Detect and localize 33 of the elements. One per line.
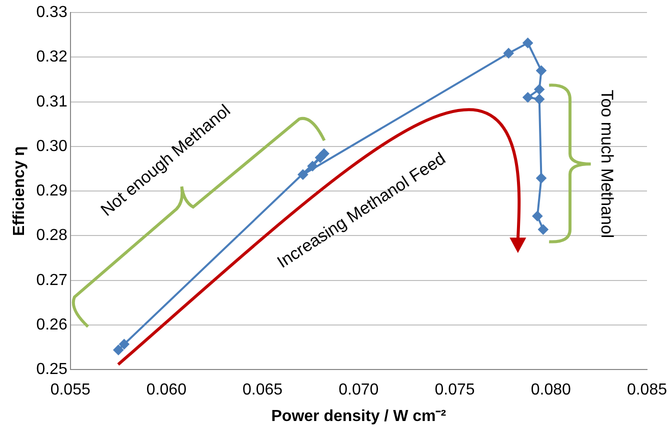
y-axis-title: Efficiency η xyxy=(11,146,28,236)
point xyxy=(308,161,318,172)
y-tick-label: 0.25 xyxy=(36,361,68,378)
x-tick-label: 0.055 xyxy=(50,382,90,399)
point xyxy=(538,224,548,234)
y-tick-label: 0.33 xyxy=(36,4,68,22)
point xyxy=(532,211,542,222)
point xyxy=(298,170,308,180)
point xyxy=(522,38,533,48)
point xyxy=(534,84,544,94)
x-tick-label: 0.080 xyxy=(530,382,571,399)
y-tick-label: 0.26 xyxy=(36,316,68,334)
x-tick-label: 0.070 xyxy=(338,382,379,399)
y-tick-label: 0.29 xyxy=(36,182,68,200)
point xyxy=(522,92,533,102)
point xyxy=(119,339,130,350)
x-axis-title: Power density / W cm⁻² xyxy=(271,408,446,425)
point xyxy=(536,66,546,76)
y-tick-label: 0.32 xyxy=(36,48,68,66)
point xyxy=(536,173,546,184)
point xyxy=(534,94,544,104)
x-tick-label: 0.075 xyxy=(434,382,475,399)
annotation: Too much Methanol xyxy=(598,90,617,238)
point xyxy=(315,152,326,163)
x-tick-label: 0.065 xyxy=(242,382,283,399)
point xyxy=(504,48,514,58)
x-tick-label: 0.060 xyxy=(146,382,187,399)
y-tick-label: 0.28 xyxy=(36,227,68,244)
point xyxy=(113,344,124,355)
y-tick-label: 0.31 xyxy=(36,93,68,110)
y-tick-label: 0.30 xyxy=(36,138,68,155)
y-tick-label: 0.27 xyxy=(36,272,68,289)
x-tick-label: 0.085 xyxy=(626,382,668,399)
